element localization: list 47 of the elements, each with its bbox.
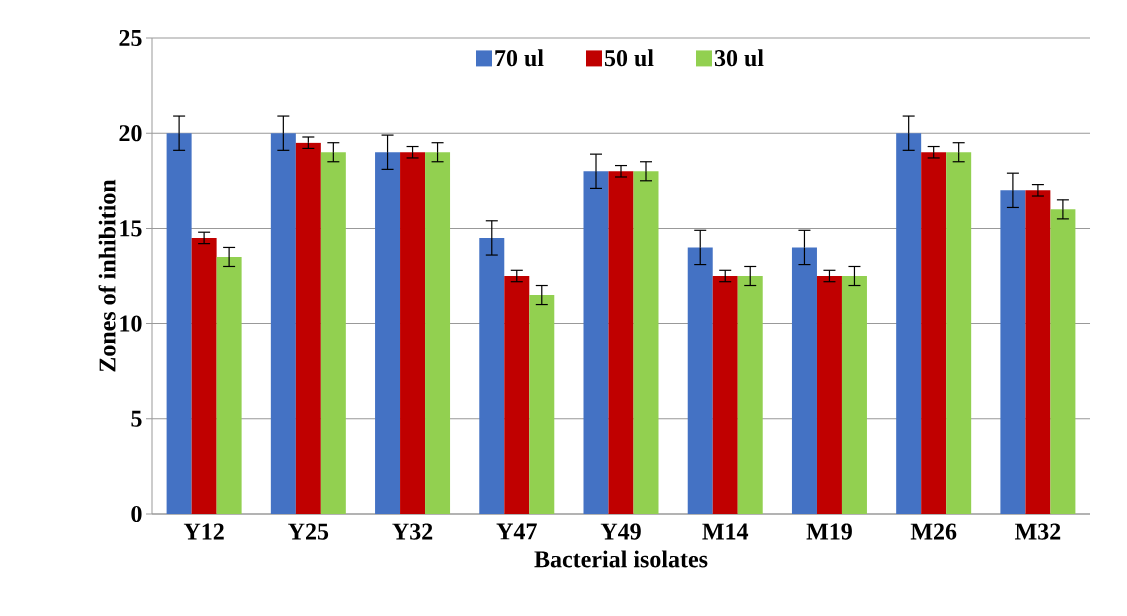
- bar: [633, 171, 659, 514]
- bar: [504, 276, 530, 514]
- bar: [425, 152, 451, 514]
- y-tick-label: 0: [131, 505, 142, 523]
- bar: [1050, 209, 1076, 514]
- y-axis-title: Zones of inhibition: [98, 179, 116, 372]
- legend-label: 70 ul: [495, 49, 544, 67]
- bar: [191, 237, 217, 514]
- x-tick-label: Y25: [288, 523, 329, 540]
- bar: [1000, 190, 1026, 514]
- bar: [841, 276, 867, 514]
- x-axis-title: Bacterial isolates: [534, 550, 708, 568]
- bar: [946, 152, 972, 514]
- y-tick-label: 20: [119, 125, 142, 142]
- bar: [529, 295, 555, 514]
- bar: [896, 133, 922, 514]
- bar: [687, 247, 713, 514]
- bar: [166, 133, 192, 514]
- x-tick-label: Y47: [496, 523, 537, 540]
- x-tick-label: M32: [1014, 523, 1061, 540]
- bar: [479, 237, 505, 514]
- bar: [270, 133, 296, 514]
- y-tick-label: 5: [131, 410, 142, 427]
- legend-label: 50 ul: [604, 49, 654, 67]
- x-tick-label: Y32: [392, 523, 433, 540]
- bar: [375, 152, 401, 514]
- bar: [216, 256, 242, 514]
- x-tick-label: M14: [702, 523, 749, 540]
- bar: [400, 152, 426, 514]
- y-tick-label: 25: [119, 29, 142, 47]
- y-tick-label: 10: [120, 315, 142, 332]
- bar: [816, 276, 842, 514]
- bar: [608, 171, 634, 514]
- bar: [737, 276, 763, 514]
- x-tick-label: Y12: [183, 523, 224, 540]
- bar: [921, 152, 947, 514]
- legend-label: 30 ul: [714, 49, 764, 67]
- bar: [1025, 190, 1051, 514]
- y-tick-label: 15: [120, 220, 142, 237]
- bar: [320, 152, 346, 514]
- bar: [583, 171, 609, 514]
- bar: [791, 247, 817, 514]
- x-tick-label: M26: [910, 523, 957, 540]
- x-tick-label: Y49: [600, 523, 641, 540]
- bar: [295, 142, 321, 514]
- bar: [712, 276, 738, 514]
- x-tick-label: M19: [806, 523, 852, 540]
